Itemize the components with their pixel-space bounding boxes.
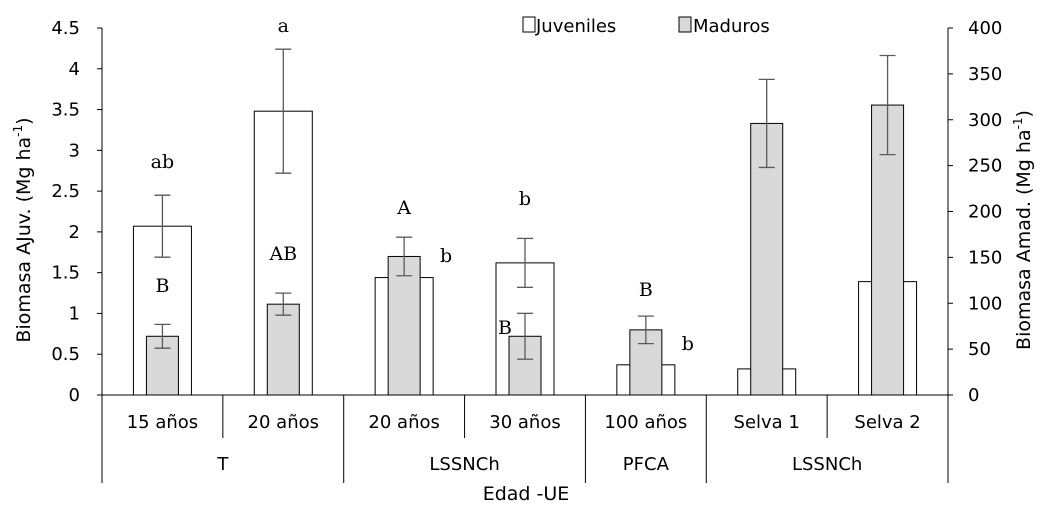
x-tick-label: Selva 2 — [854, 412, 920, 433]
x-tick-label: 15 años — [127, 412, 198, 433]
y-left-tick-label: 1.5 — [51, 263, 80, 284]
y-left-tick-label: 3 — [69, 140, 80, 161]
y-right-tick-label: 350 — [968, 64, 1002, 85]
x-tick-label: 20 años — [368, 412, 439, 433]
x-tick-label: 100 años — [604, 412, 687, 433]
y-right-tick-label: 200 — [968, 202, 1002, 223]
y-right-title-sup: -1 — [1011, 117, 1025, 129]
y-left-tick-label: 2 — [69, 222, 80, 243]
legend-swatch-maduros — [678, 16, 692, 33]
x-tick-label: Selva 1 — [734, 412, 800, 433]
legend-swatch-juveniles — [522, 16, 536, 33]
significance-label-maduros: A — [396, 197, 411, 219]
y-right-title-close: ) — [1013, 110, 1035, 117]
y-right-tick-label: 50 — [968, 339, 991, 360]
error-bars-layer — [154, 48, 896, 360]
y-left-tick-label: 0 — [69, 385, 80, 406]
legend-label-maduros: Maduros — [693, 16, 770, 37]
y-left-tick-label: 1 — [69, 303, 80, 324]
axes-layer: 0 0.5 1 1.5 2 2.5 3 3.5 4 4.5 0 50 100 150 200 250 300 35… — [51, 18, 1002, 483]
x-group-label: LSSNCh — [429, 454, 499, 475]
y-left-title-close: ) — [13, 117, 35, 124]
y-right-tick-label: 100 — [968, 293, 1002, 314]
significance-label-juveniles: ab — [151, 151, 175, 173]
x-axis-title: Edad -UE — [483, 483, 570, 505]
bar-maduros — [871, 104, 905, 396]
bar-maduros — [750, 122, 784, 396]
y-left-axis-title: Biomasa AJuv. (Mg ha-1) — [11, 117, 35, 342]
y-right-title-text: Biomasa Amad. (Mg ha — [1013, 129, 1035, 350]
y-right-tick-label: 300 — [968, 110, 1002, 131]
bar-maduros — [387, 255, 421, 396]
y-right-tick-label: 400 — [968, 18, 1002, 39]
y-left-title-sup: -1 — [11, 125, 25, 137]
x-group-label: T — [216, 454, 229, 475]
y-left-tick-label: 3.5 — [51, 100, 80, 121]
y-left-tick-label: 2.5 — [51, 181, 80, 202]
y-right-tick-label: 250 — [968, 156, 1002, 177]
y-left-tick-label: 4 — [69, 59, 80, 80]
x-tick-label: 20 años — [248, 412, 319, 433]
legend: Juveniles Maduros — [522, 16, 770, 37]
y-left-title-text: Biomasa AJuv. (Mg ha — [13, 137, 35, 343]
significance-label-juveniles: b — [682, 333, 694, 355]
significance-label-juveniles: b — [440, 245, 452, 267]
y-left-tick-label: 0.5 — [51, 344, 80, 365]
x-group-label: LSSNCh — [792, 454, 862, 475]
y-right-axis-title: Biomasa Amad. (Mg ha-1) — [1011, 110, 1035, 350]
y-right-tick-label: 150 — [968, 247, 1002, 268]
significance-label-maduros: B — [639, 279, 653, 301]
significance-label-juveniles: b — [519, 188, 531, 210]
legend-label-juveniles: Juveniles — [535, 16, 616, 37]
significance-label-maduros: B — [498, 317, 512, 339]
y-left-tick-label: 4.5 — [51, 18, 80, 39]
x-group-label: PFCA — [623, 454, 670, 475]
significance-label-maduros: AB — [268, 243, 297, 265]
y-right-tick-label: 0 — [968, 385, 979, 406]
x-tick-label: 30 años — [489, 412, 560, 433]
bar-maduros — [266, 303, 300, 396]
significance-label-juveniles: a — [278, 15, 289, 37]
significance-label-maduros: B — [155, 275, 169, 297]
